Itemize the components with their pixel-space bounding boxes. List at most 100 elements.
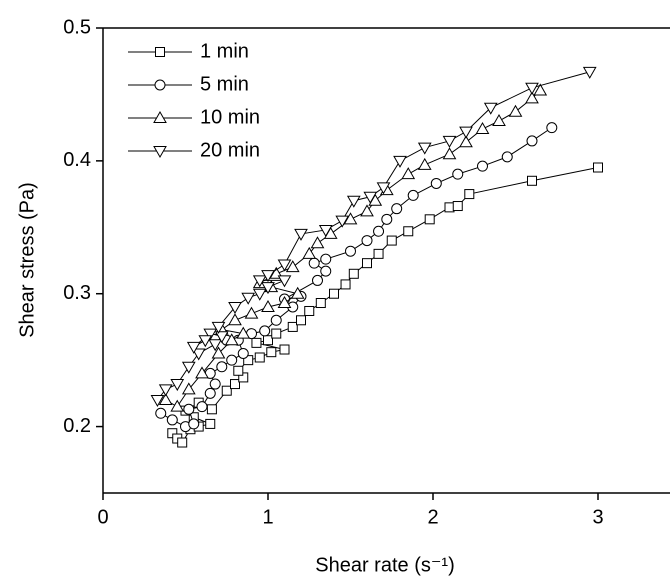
marker: [261, 282, 275, 295]
marker: [459, 135, 473, 148]
marker: [186, 341, 201, 354]
marker: [188, 418, 200, 430]
marker: [302, 246, 317, 259]
marker: [196, 401, 208, 413]
marker: [203, 328, 218, 341]
marker: [348, 268, 359, 279]
marker: [224, 333, 239, 346]
marker: [271, 328, 282, 339]
marker: [417, 142, 432, 155]
marker: [501, 151, 513, 163]
marker: [198, 335, 213, 348]
marker: [221, 385, 232, 396]
marker: [166, 414, 178, 426]
x-axis-label: Shear rate (s⁻¹): [315, 554, 454, 576]
marker: [228, 302, 242, 315]
marker: [346, 195, 361, 208]
marker: [204, 387, 216, 399]
marker: [230, 379, 240, 390]
y-tick-label: 0.5: [63, 16, 91, 38]
marker: [373, 248, 384, 259]
marker: [233, 365, 244, 376]
marker: [312, 274, 323, 286]
marker: [444, 202, 455, 213]
marker: [492, 113, 506, 126]
marker: [315, 298, 326, 309]
marker: [525, 91, 539, 104]
x-tick-label: 0: [97, 506, 108, 528]
marker: [228, 313, 242, 326]
marker: [216, 361, 228, 373]
legend-label: 10 min: [200, 106, 260, 128]
marker: [261, 270, 275, 283]
marker: [244, 306, 259, 319]
marker: [277, 275, 292, 288]
marker: [361, 235, 373, 247]
marker: [430, 177, 442, 189]
marker: [483, 102, 498, 115]
marker: [401, 167, 416, 180]
marker: [211, 321, 226, 334]
marker: [442, 135, 457, 148]
marker: [206, 404, 217, 415]
marker: [237, 348, 249, 359]
marker: [452, 168, 464, 180]
marker: [477, 160, 488, 172]
marker: [403, 226, 414, 237]
marker: [181, 361, 196, 374]
marker: [417, 157, 432, 170]
marker: [254, 352, 265, 363]
marker: [533, 83, 548, 96]
marker: [452, 201, 463, 212]
legend-label: 1 min: [200, 40, 249, 62]
y-axis-label: Shear stress (Pa): [16, 182, 38, 338]
marker: [177, 437, 188, 448]
marker: [211, 346, 226, 359]
marker: [170, 379, 185, 392]
marker: [310, 236, 325, 249]
marker: [373, 225, 385, 237]
marker: [266, 347, 277, 358]
marker: [154, 79, 166, 91]
marker: [391, 203, 403, 215]
marker: [236, 326, 251, 339]
marker: [155, 47, 165, 57]
marker: [170, 399, 185, 412]
marker: [360, 204, 374, 217]
marker: [150, 395, 165, 408]
marker: [525, 82, 539, 95]
marker: [464, 189, 475, 200]
legend-label: 5 min: [200, 73, 249, 95]
marker: [205, 418, 216, 429]
marker: [208, 339, 223, 352]
marker: [363, 191, 378, 204]
marker: [155, 407, 167, 419]
marker: [183, 403, 195, 415]
marker: [527, 175, 537, 186]
marker: [252, 288, 267, 301]
marker: [226, 354, 238, 366]
marker: [252, 275, 267, 288]
marker: [582, 66, 597, 79]
marker: [279, 344, 290, 355]
marker: [287, 321, 298, 332]
y-tick-label: 0.4: [63, 149, 91, 171]
marker: [340, 279, 351, 290]
marker: [153, 146, 167, 159]
marker: [296, 315, 306, 326]
marker: [241, 292, 256, 305]
marker: [386, 235, 397, 246]
marker: [209, 378, 221, 390]
marker: [304, 305, 315, 316]
marker: [345, 245, 356, 257]
marker: [459, 126, 473, 139]
marker: [407, 189, 419, 201]
x-tick-label: 2: [427, 506, 438, 528]
marker: [393, 155, 407, 168]
y-tick-label: 0.2: [63, 415, 91, 437]
marker: [424, 214, 435, 225]
marker: [263, 335, 273, 346]
marker: [181, 382, 196, 395]
marker: [259, 325, 271, 337]
marker: [442, 147, 457, 160]
